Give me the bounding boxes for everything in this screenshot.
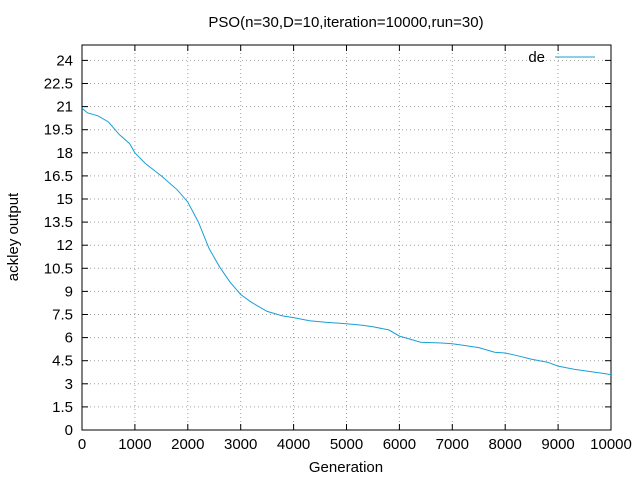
y-tick-label: 15 [56, 191, 73, 208]
x-tick-labels: 0 1000 2000 3000 4000 5000 6000 7000 8000 9000 100… [78, 436, 632, 453]
y-tick-label: 12 [56, 237, 73, 254]
y-tick-label: 24 [56, 52, 73, 69]
chart-title: PSO(n=30,D=10,iteration=10000,run=30) [208, 14, 483, 31]
y-tick-label: 7.5 [52, 307, 73, 324]
y-axis-label: ackley output [5, 192, 22, 281]
x-tick-label: 9000 [541, 436, 574, 453]
x-axis-label: Generation [309, 459, 383, 476]
y-tick-label: 6 [65, 330, 73, 347]
y-tick-label: 0 [65, 422, 73, 439]
x-tick-label: 5000 [330, 436, 363, 453]
series-layer [81, 107, 612, 376]
y-tick-label: 16.5 [44, 168, 73, 185]
series-line-de [81, 107, 612, 376]
x-tick-label: 2000 [171, 436, 204, 453]
y-tick-label: 19.5 [44, 122, 73, 139]
y-tick-labels: 0 1.5 3 4.5 6 7.5 9 10.5 12 13.5 15 16.5 18 19.5 21 22.… [44, 52, 73, 439]
y-tick-label: 1.5 [52, 399, 73, 416]
x-tick-label: 10000 [590, 436, 632, 453]
grid [81, 45, 612, 431]
y-tick-label: 3 [65, 376, 73, 393]
legend-label-de: de [528, 49, 545, 66]
legend: de [528, 49, 595, 66]
y-tick-label: 13.5 [44, 214, 73, 231]
y-tick-label: 10.5 [44, 260, 73, 277]
y-tick-label: 18 [56, 145, 73, 162]
x-tick-label: 4000 [277, 436, 310, 453]
y-tick-label: 4.5 [52, 353, 73, 370]
x-tick-label: 6000 [383, 436, 416, 453]
x-tick-label: 7000 [436, 436, 469, 453]
axis-ticks [81, 45, 612, 431]
y-tick-label: 21 [56, 99, 73, 116]
y-tick-label: 22.5 [44, 76, 73, 93]
y-tick-label: 9 [65, 283, 73, 300]
x-tick-label: 8000 [489, 436, 522, 453]
x-tick-label: 1000 [118, 436, 151, 453]
x-tick-label: 0 [78, 436, 86, 453]
x-tick-label: 3000 [224, 436, 257, 453]
